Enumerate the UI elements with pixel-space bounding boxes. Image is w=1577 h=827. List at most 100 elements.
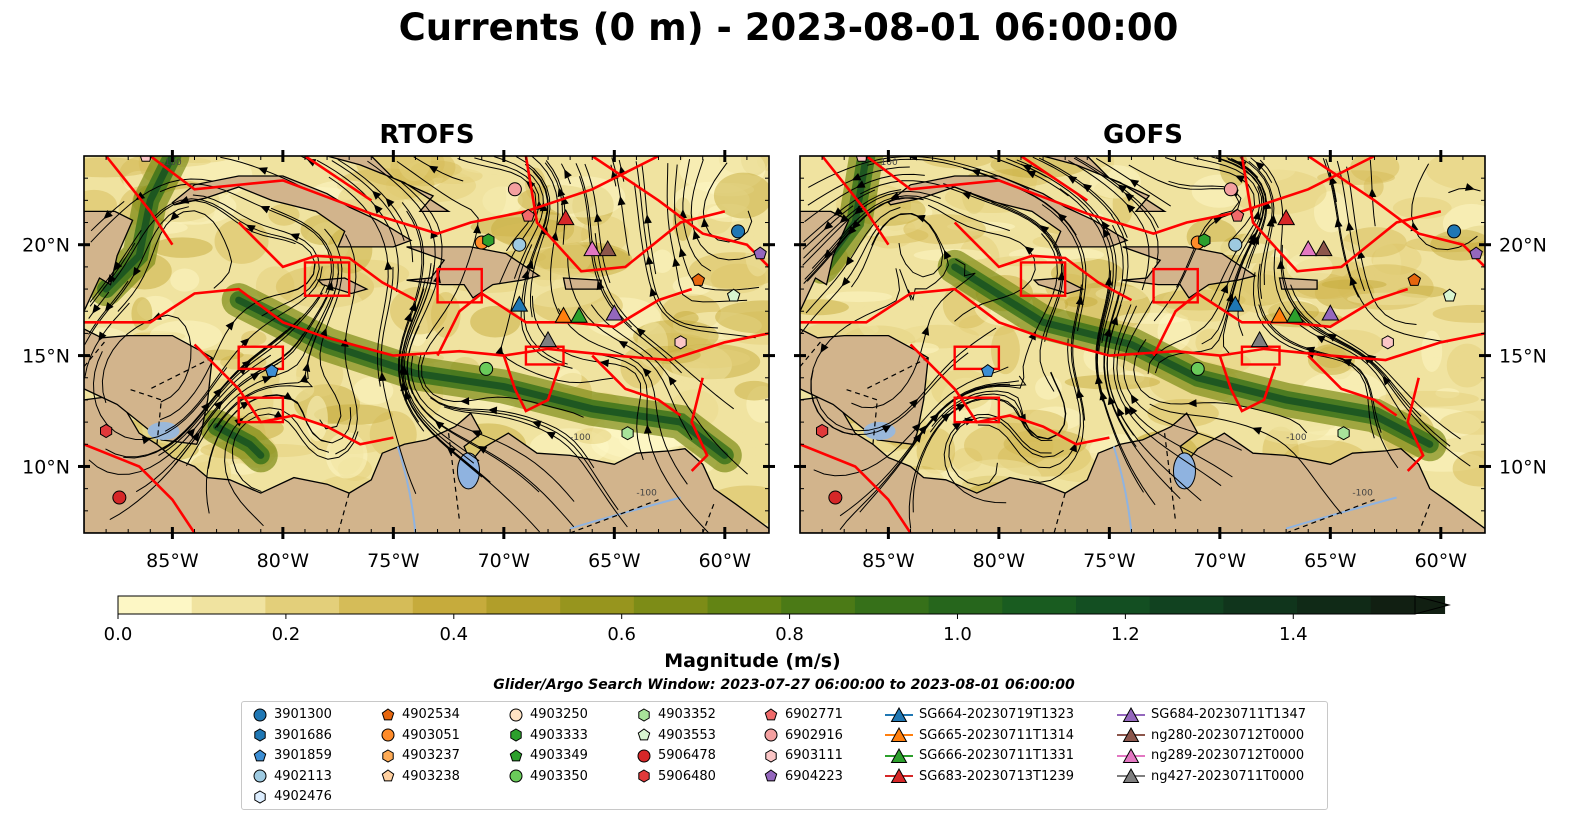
map-marker-4903553 — [1442, 288, 1457, 302]
magnitude-patch — [1363, 175, 1384, 198]
country-border — [844, 388, 878, 445]
map-marker-SG664-20230719T1323 — [1226, 295, 1245, 312]
country-border — [448, 433, 461, 522]
legend-label: 4903352 — [658, 707, 716, 722]
streamline-arrow — [820, 343, 829, 353]
colorbar-segment — [1297, 596, 1372, 614]
legend-item: 6904223 — [763, 768, 843, 786]
legend-label: ng427-20230711T0000 — [1151, 768, 1305, 784]
eez-boundary — [1218, 355, 1277, 413]
streamline — [90, 178, 213, 243]
streamline-arrow — [700, 217, 709, 228]
legend-marker — [254, 789, 266, 804]
streamline — [135, 333, 304, 493]
current-jet-core — [213, 423, 265, 459]
streamline — [810, 268, 901, 436]
legend-marker — [510, 728, 522, 742]
streamline-arrow — [833, 207, 843, 217]
colorbar: 0.0 0.2 0.4 0.6 0.8 1.0 1.2 1.4 — [104, 595, 1451, 645]
streamline-arrow — [1022, 164, 1032, 173]
streamline — [851, 258, 976, 409]
streamline-arrow — [104, 301, 114, 312]
eez-box — [953, 345, 1001, 371]
streamline-arrow — [1102, 228, 1111, 238]
map-panel-gofs: -100 -100 -100 — [800, 156, 1485, 533]
legend-marker — [1117, 706, 1145, 722]
streamline — [811, 195, 1010, 269]
magnitude-patch — [903, 214, 986, 245]
eez-boundary — [149, 156, 660, 235]
legend-marker — [382, 748, 394, 763]
streamline-arrow — [1126, 203, 1136, 213]
streamline — [674, 164, 760, 291]
legend-marker-shape — [765, 748, 777, 763]
streamline — [592, 352, 709, 533]
country-border — [1164, 433, 1177, 522]
streamline-arrow — [636, 327, 646, 337]
magnitude-patch — [916, 427, 956, 474]
streamline — [402, 263, 475, 464]
legend-marker — [1117, 767, 1145, 783]
legend-label: 4903238 — [402, 768, 460, 784]
magnitude-patch — [1378, 390, 1479, 407]
streamline-arrow — [839, 214, 849, 224]
streamline — [816, 327, 997, 432]
streamline-arrow — [649, 287, 658, 297]
colorbar-segment — [707, 596, 782, 614]
magnitude-patch — [574, 428, 612, 444]
magnitude-patch — [397, 156, 432, 182]
lon-tick-label: 60°W — [1415, 550, 1468, 572]
eez-boundary — [304, 156, 373, 202]
land — [562, 277, 602, 290]
legend-marker-shape — [637, 728, 651, 741]
country-border — [866, 357, 929, 390]
map-marker-SG684-20230711T1347 — [1321, 304, 1340, 321]
streamline — [443, 406, 628, 528]
magnitude-patch — [1313, 191, 1349, 233]
legend-label: 5906478 — [658, 748, 716, 763]
streamline — [328, 176, 389, 387]
streamline — [88, 354, 272, 475]
streamline-arrow — [841, 276, 851, 287]
streamline — [109, 363, 279, 521]
eez-boundary — [800, 443, 912, 533]
streamline-arrow — [186, 427, 196, 438]
magnitude-patch — [1446, 343, 1485, 388]
streamline-arrow — [823, 221, 834, 231]
streamline-arrow — [261, 376, 272, 384]
lon-tick-label: 65°W — [588, 550, 641, 572]
streamline-arrow — [1129, 179, 1140, 188]
magnitude-patch — [170, 268, 200, 292]
streamline-arrow — [1253, 210, 1261, 220]
map-marker-ng280-20230712T0000 — [598, 239, 617, 257]
streamline-arrow — [545, 431, 556, 440]
streamline-arrow — [1251, 427, 1262, 435]
streamline-arrow — [132, 266, 141, 277]
streamline — [1122, 296, 1242, 451]
streamline — [1257, 263, 1382, 433]
streamline-arrow — [1024, 246, 1035, 255]
eez-boundary — [524, 156, 726, 273]
legend-marker-shape — [1122, 726, 1140, 742]
streamline — [943, 183, 1064, 342]
streamline — [101, 314, 192, 404]
streamline-arrow — [1368, 188, 1377, 198]
search-window-text: Glider/Argo Search Window: 2023-07-27 06… — [493, 677, 1075, 693]
streamline-arrow — [956, 404, 967, 412]
map-marker-5906478 — [112, 490, 127, 505]
streamline-arrow — [929, 413, 940, 423]
streamline-arrow — [564, 169, 572, 179]
colorbar-tick-label: 1.2 — [1111, 624, 1140, 645]
streamline-arrow — [918, 424, 928, 435]
legend-label: 4903051 — [402, 727, 460, 743]
legend-item: 4903051 — [380, 727, 460, 745]
streamline — [1103, 291, 1181, 500]
legend-marker — [509, 748, 523, 761]
streamline — [410, 355, 575, 502]
legend-marker — [1117, 726, 1145, 742]
lon-tick-label: 85°W — [862, 550, 915, 572]
map-marker-5906480 — [100, 423, 113, 439]
country-border — [569, 499, 659, 533]
map-marker-SG664-20230719T1323 — [510, 295, 529, 312]
map-marker-SG666-20230711T1331 — [569, 306, 588, 323]
